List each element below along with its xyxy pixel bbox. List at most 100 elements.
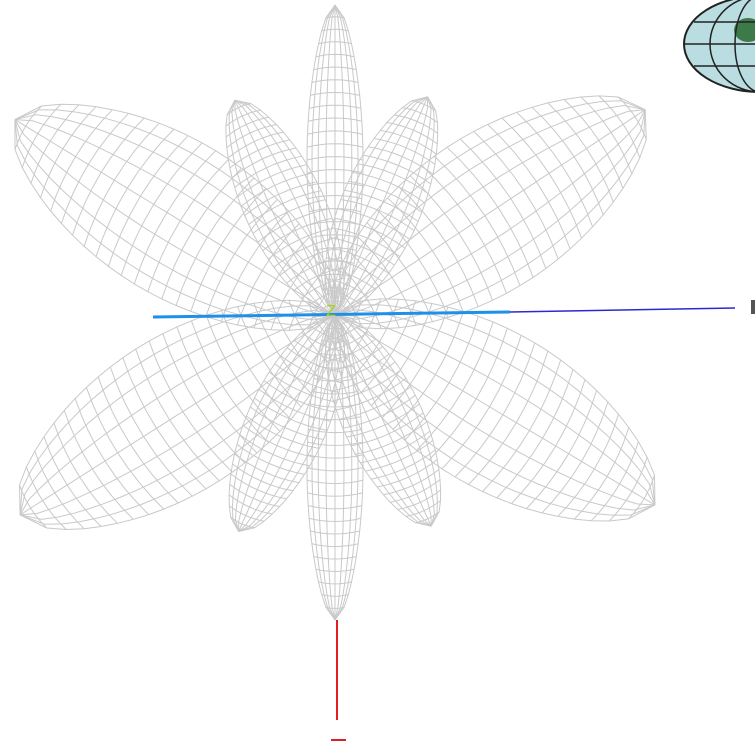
wireframe-line <box>334 314 438 527</box>
wireframe-line <box>148 340 233 473</box>
wireframe-line <box>398 186 479 307</box>
wireframe-line <box>19 314 336 516</box>
wireframe-line <box>234 99 339 316</box>
wireframe-line <box>357 163 429 195</box>
wireframe-line <box>334 314 656 516</box>
wireframe-line <box>308 517 362 522</box>
wireframe-line <box>313 556 357 560</box>
wireframe-line <box>321 594 349 597</box>
wireframe-line <box>383 469 440 496</box>
wireframe-line <box>225 116 269 138</box>
wireframe-line <box>274 363 340 393</box>
wireframe-line <box>237 164 308 198</box>
y-axis-label-cut <box>751 300 755 314</box>
wireframe-line <box>238 314 339 532</box>
wireframe-line <box>327 247 389 274</box>
wireframe-line <box>234 99 336 316</box>
z-axis-label: Z <box>326 303 336 320</box>
wireframe-line <box>205 315 281 432</box>
wireframe-line <box>563 99 624 189</box>
wireframe-line <box>404 316 479 441</box>
wireframe-line <box>415 511 440 524</box>
wireframe-line <box>234 453 300 484</box>
wireframe-line <box>308 428 362 434</box>
wireframe-line <box>280 355 342 384</box>
wireframe-line <box>74 398 150 515</box>
wireframe-line <box>402 107 438 123</box>
wireframe-line <box>85 387 165 510</box>
wireframe-line <box>327 345 383 373</box>
wireframe-line <box>331 227 401 258</box>
wireframe-line <box>516 111 594 227</box>
wireframe-line <box>329 237 395 266</box>
wireframe-line <box>63 410 134 520</box>
wireframe-line <box>324 278 369 298</box>
y-axis-near <box>152 310 511 319</box>
wireframe-line <box>334 314 656 506</box>
wireframe-line <box>226 103 251 116</box>
wireframe-line <box>230 473 287 500</box>
wireframe-line <box>238 314 336 532</box>
wireframe-line <box>325 267 376 290</box>
wireframe-line <box>337 208 410 240</box>
wireframe-line <box>225 109 261 127</box>
wireframe-line <box>306 454 364 459</box>
wireframe-line <box>326 257 383 282</box>
wireframe-line <box>482 359 562 492</box>
wireframe-line <box>231 314 336 532</box>
y-axis-far <box>509 307 736 313</box>
wireframe-line <box>339 386 412 420</box>
wireframe-line <box>135 348 220 482</box>
wireframe-line <box>318 41 352 45</box>
wireframe-line <box>220 210 289 322</box>
wireframe-line <box>226 124 277 149</box>
wireframe-line <box>315 53 355 58</box>
wireframe-line <box>328 314 432 527</box>
wireframe-line <box>19 314 336 525</box>
wireframe-line <box>334 314 435 527</box>
wireframe-line <box>334 314 656 522</box>
wireframe-line <box>557 414 619 517</box>
wireframe-line <box>511 379 586 504</box>
wireframe-line <box>30 104 80 184</box>
wireframe-line <box>334 109 646 316</box>
wireframe-line <box>234 99 336 316</box>
wireframe-line <box>333 95 646 316</box>
wireframe-line <box>390 479 441 503</box>
wireframe-line <box>229 139 290 169</box>
wireframe-line <box>306 479 364 485</box>
wireframe-line <box>300 277 345 299</box>
wireframe-line <box>248 190 322 225</box>
wireframe-line <box>405 500 441 517</box>
wireframe-line <box>334 314 432 527</box>
wireframe-line <box>263 380 334 413</box>
wireframe-line <box>397 489 441 510</box>
wireframe-line <box>421 165 507 294</box>
wireframe-line <box>257 208 329 243</box>
wireframe-line <box>346 403 420 438</box>
wireframe-line <box>325 314 336 621</box>
wireframe-line <box>328 353 390 382</box>
wireframe-line <box>348 180 423 213</box>
wireframe-line <box>327 96 428 316</box>
wireframe-line <box>228 494 273 515</box>
wireframe-line <box>311 234 359 238</box>
wireframe-line <box>234 314 336 532</box>
wireframe-line <box>254 397 328 431</box>
wireframe-line <box>309 104 361 109</box>
wireframe-line <box>370 449 436 480</box>
wireframe-line <box>334 314 656 506</box>
wireframe-line <box>334 304 656 505</box>
wireframe-line <box>318 581 352 585</box>
wireframe-line <box>14 119 336 316</box>
wireframe-line <box>580 96 633 174</box>
wireframe-line <box>336 377 407 411</box>
wireframe-line <box>334 109 646 316</box>
wireframe-line <box>230 516 255 529</box>
wireframe-line <box>307 181 363 187</box>
wireframe-line <box>190 320 269 443</box>
wireframe-line <box>239 434 310 467</box>
wireframe-line <box>334 96 432 316</box>
wireframe-line <box>229 483 280 507</box>
